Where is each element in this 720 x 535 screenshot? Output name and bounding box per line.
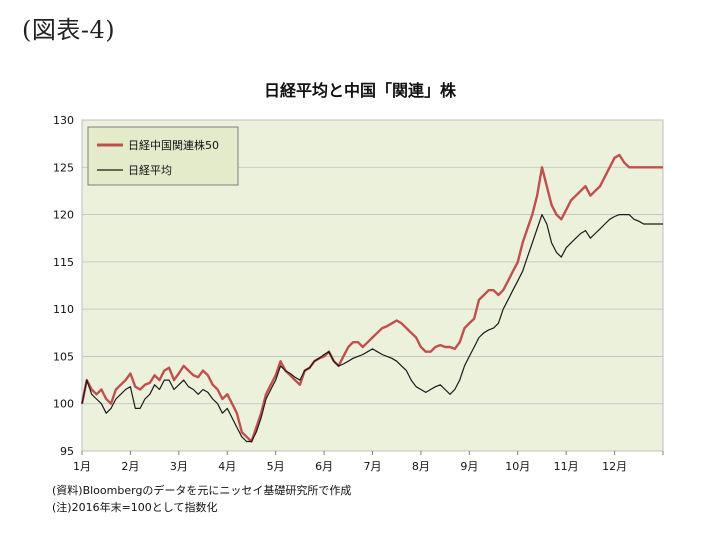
- x-tick-label: 10月: [505, 460, 530, 473]
- legend-box: [87, 126, 239, 186]
- x-tick-label: 11月: [554, 460, 579, 473]
- x-tick-label: 8月: [412, 460, 430, 473]
- chart-title: 日経平均と中国「関連」株: [264, 81, 457, 100]
- y-tick-label: 95: [60, 445, 74, 458]
- series-line-nikkei-average: [81, 214, 663, 443]
- y-tick-label: 120: [53, 209, 74, 222]
- x-tick-label: 12月: [602, 460, 627, 473]
- y-tick-label: 125: [53, 161, 74, 174]
- legend: 日経中国関連株50 日経平均: [87, 126, 239, 186]
- x-tick-label: 1月: [73, 460, 91, 473]
- y-tick-label: 105: [53, 350, 74, 363]
- y-tick-label: 130: [53, 114, 74, 127]
- source-note: (資料)Bloombergのデータを元にニッセイ基礎研究所で作成: [52, 484, 352, 497]
- y-tick-label: 110: [53, 303, 74, 316]
- index-note: (注)2016年末=100として指数化: [52, 501, 218, 514]
- x-tick-label: 6月: [315, 460, 333, 473]
- legend-label-china: 日経中国関連株50: [128, 138, 219, 152]
- y-tick-label: 115: [53, 256, 74, 269]
- series-lines: [80, 153, 663, 443]
- notes: (資料)Bloombergのデータを元にニッセイ基礎研究所で作成 (注)2016…: [52, 482, 351, 516]
- legend-label-nikkei: 日経平均: [128, 164, 172, 177]
- series-line-china-related-50: [80, 153, 663, 443]
- figure-label: (図表-4): [22, 16, 116, 44]
- x-tick-label: 2月: [121, 460, 139, 473]
- y-axis: 95 100 105 110 115 120 125 130: [53, 114, 74, 458]
- x-tick-label: 4月: [218, 460, 236, 473]
- x-tick-label: 7月: [364, 460, 382, 473]
- x-tick-label: 5月: [267, 460, 285, 473]
- x-tick-label: 3月: [170, 460, 188, 473]
- y-tick-label: 100: [53, 398, 74, 411]
- x-axis: 1月 2月 3月 4月 5月 6月 7月 8月 9月 10月 11月 12月: [73, 451, 664, 473]
- x-tick-label: 9月: [460, 460, 478, 473]
